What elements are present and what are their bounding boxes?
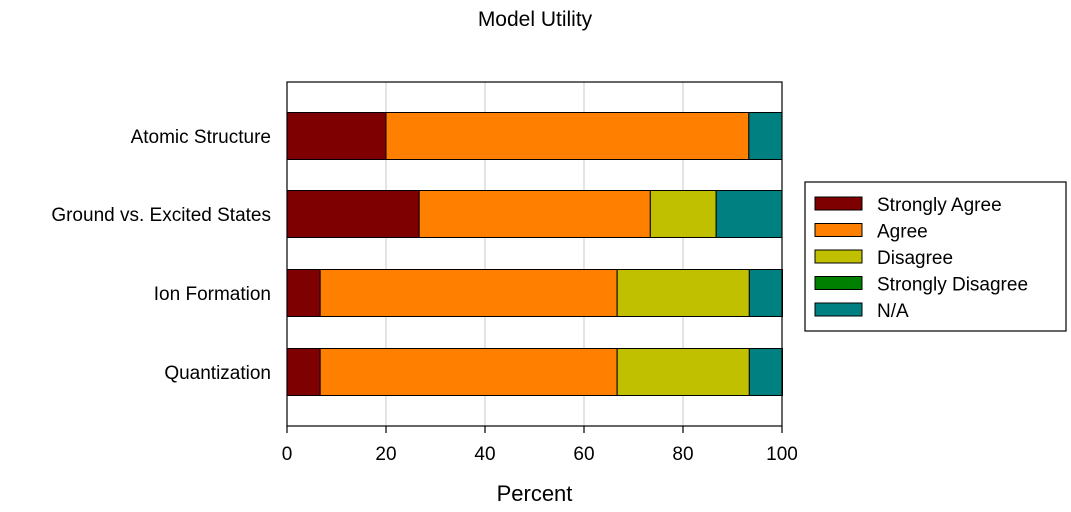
category-label: Atomic Structure — [131, 127, 271, 148]
legend-swatch — [814, 302, 863, 317]
legend: Strongly Agree Agree Disagree Strongly Disa… — [804, 181, 1067, 332]
bar-segment — [319, 269, 618, 317]
category-labels: Atomic Structure Ground vs. Excited State… — [51, 127, 271, 384]
x-tick-label: 40 — [474, 444, 495, 465]
category-label: Ion Formation — [154, 284, 271, 305]
legend-label: N/A — [877, 301, 909, 322]
x-tick-label: 20 — [375, 444, 396, 465]
bar-segment — [616, 269, 750, 317]
legend-swatch — [814, 276, 863, 290]
bar-segment — [286, 112, 387, 160]
plot-area-frame — [286, 81, 783, 427]
x-tick-label: 100 — [766, 444, 798, 465]
bar-segment — [748, 269, 783, 317]
bar-segment — [286, 269, 321, 317]
x-tick-label: 80 — [672, 444, 693, 465]
bar-segment — [418, 190, 651, 238]
category-label: Ground vs. Excited States — [51, 205, 271, 226]
x-axis-title: Percent — [497, 481, 573, 506]
bar-segment — [748, 348, 783, 396]
chart-title: Model Utility — [478, 8, 593, 31]
legend-label: Agree — [877, 222, 928, 243]
bar-segment — [616, 348, 750, 396]
legend-label: Disagree — [877, 248, 953, 269]
legend-label: Strongly Agree — [877, 195, 1002, 216]
legend-swatch — [814, 223, 863, 237]
bar-segment — [649, 190, 717, 238]
bar-segment — [385, 112, 750, 160]
legend-label: Strongly Disagree — [877, 275, 1028, 296]
bar-segment — [286, 190, 420, 238]
x-axis-ticks: 0 20 40 60 80 100 — [282, 426, 798, 465]
x-tick-label: 60 — [573, 444, 594, 465]
x-tick-label: 0 — [282, 444, 293, 465]
legend-swatch — [814, 249, 863, 264]
bars — [286, 112, 783, 396]
legend-swatch — [814, 196, 863, 211]
bar-segment — [319, 348, 618, 396]
bar-segment — [286, 348, 321, 396]
bar-segment — [715, 190, 783, 238]
category-label: Quantization — [164, 363, 271, 384]
bar-segment — [748, 112, 783, 160]
